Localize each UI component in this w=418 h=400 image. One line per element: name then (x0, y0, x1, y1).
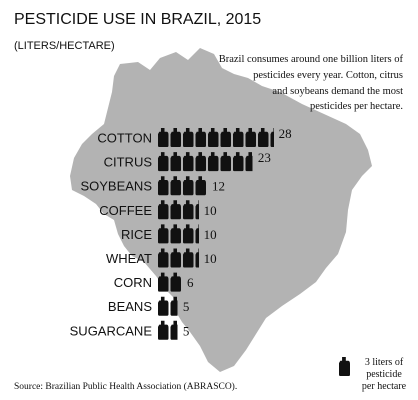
pesticide-jug-icon (183, 200, 194, 220)
value-label: 5 (183, 323, 190, 338)
value-label: 12 (212, 179, 225, 194)
pesticide-jug-icon (170, 224, 181, 244)
pesticide-jug-icon (220, 128, 231, 147)
pesticide-jug-icon (170, 272, 181, 292)
pesticide-jug-icon (170, 200, 181, 220)
brazil-map (70, 48, 372, 372)
pesticide-jug-icon (195, 176, 206, 196)
pesticide-jug-icon (270, 128, 274, 147)
pesticide-jug-icon (170, 248, 181, 268)
pesticide-jug-icon (158, 320, 169, 340)
legend-line: 3 liters of (365, 357, 404, 368)
pesticide-jug-icon (245, 152, 253, 172)
value-label: 5 (183, 299, 190, 314)
category-label: CORN (114, 275, 152, 290)
category-label: SOYBEANS (80, 179, 152, 194)
legend-line: pesticide (366, 369, 402, 380)
description-line: pesticides per hectare. (310, 101, 403, 112)
chart-rows: COTTON 28 CITRUS 23 SOYBEANS 12 COFFEE 10 RICE 10… (70, 126, 292, 340)
pesticide-jug-icon (183, 224, 194, 244)
chart-row: RICE 10 (121, 224, 217, 244)
chart-row: COFFEE 10 (99, 200, 217, 220)
pesticide-jug-icon (158, 128, 169, 147)
category-label: RICE (121, 227, 152, 242)
pesticide-jug-icon (195, 248, 199, 268)
pesticide-jug-icon (158, 296, 169, 316)
category-label: CITRUS (104, 155, 153, 170)
pesticide-jug-icon (170, 320, 178, 340)
value-label: 23 (258, 150, 271, 165)
pesticide-jug-icon (195, 128, 206, 147)
pesticide-jug-icon (183, 176, 194, 196)
category-label: COFFEE (99, 203, 152, 218)
pesticide-jug-icon (233, 128, 244, 147)
legend-line: per hectare (362, 381, 407, 392)
category-label: WHEAT (106, 251, 152, 266)
description-text: Brazil consumes around one billion liter… (219, 54, 404, 112)
chart-row: WHEAT 10 (106, 248, 217, 268)
pesticide-jug-icon (220, 152, 231, 172)
pesticide-jug-icon (258, 128, 269, 147)
description-line: Brazil consumes around one billion liter… (219, 54, 404, 65)
legend: 3 liters of pesticide per hectare (339, 357, 407, 392)
chart-row: CORN 6 (114, 272, 194, 292)
chart-row: BEANS 5 (108, 296, 190, 316)
pesticide-jug-icon (158, 272, 169, 292)
value-label: 10 (204, 227, 217, 242)
pesticide-jug-icon (158, 248, 169, 268)
pesticide-jug-icon (339, 357, 350, 376)
pesticide-jug-icon (183, 248, 194, 268)
pesticide-jug-icon (158, 224, 169, 244)
chart-row: CITRUS 23 (104, 150, 271, 172)
pesticide-jug-icon (183, 152, 194, 172)
pesticide-jug-icon (195, 200, 199, 220)
value-label: 10 (204, 203, 217, 218)
pesticide-jug-shape (339, 357, 350, 376)
chart-subtitle: (LITERS/HECTARE) (14, 40, 115, 52)
description-line: and soybeans demand the most (272, 86, 403, 97)
pesticide-jug-icon (158, 200, 169, 220)
pesticide-jug-icon (170, 152, 181, 172)
pesticide-jug-icon (245, 128, 256, 147)
pesticide-jug-icon (170, 296, 178, 316)
pesticide-jug-icon (183, 128, 194, 147)
chart-title: PESTICIDE USE IN BRAZIL, 2015 (14, 11, 261, 28)
pesticide-jug-icon (208, 152, 219, 172)
value-label: 28 (279, 126, 292, 141)
pesticide-jug-icon (195, 152, 206, 172)
category-label: SUGARCANE (70, 323, 153, 338)
value-label: 10 (204, 251, 217, 266)
chart-row: SUGARCANE 5 (70, 320, 190, 340)
category-label: COTTON (97, 131, 152, 146)
category-label: BEANS (108, 299, 152, 314)
description-line: pesticides every year. Cotton, citrus (253, 70, 403, 81)
source-note: Source: Brazilian Public Health Associat… (14, 381, 237, 392)
pesticide-jug-icon (158, 152, 169, 172)
pesticide-jug-icon (170, 128, 181, 147)
pesticide-jug-icon (195, 224, 199, 244)
pesticide-jug-icon (208, 128, 219, 147)
pesticide-jug-icon (170, 176, 181, 196)
value-label: 6 (187, 275, 194, 290)
chart-row: COTTON 28 (97, 126, 292, 147)
pesticide-jug-icon (233, 152, 244, 172)
chart-row: SOYBEANS 12 (80, 176, 225, 196)
pesticide-jug-icon (158, 176, 169, 196)
